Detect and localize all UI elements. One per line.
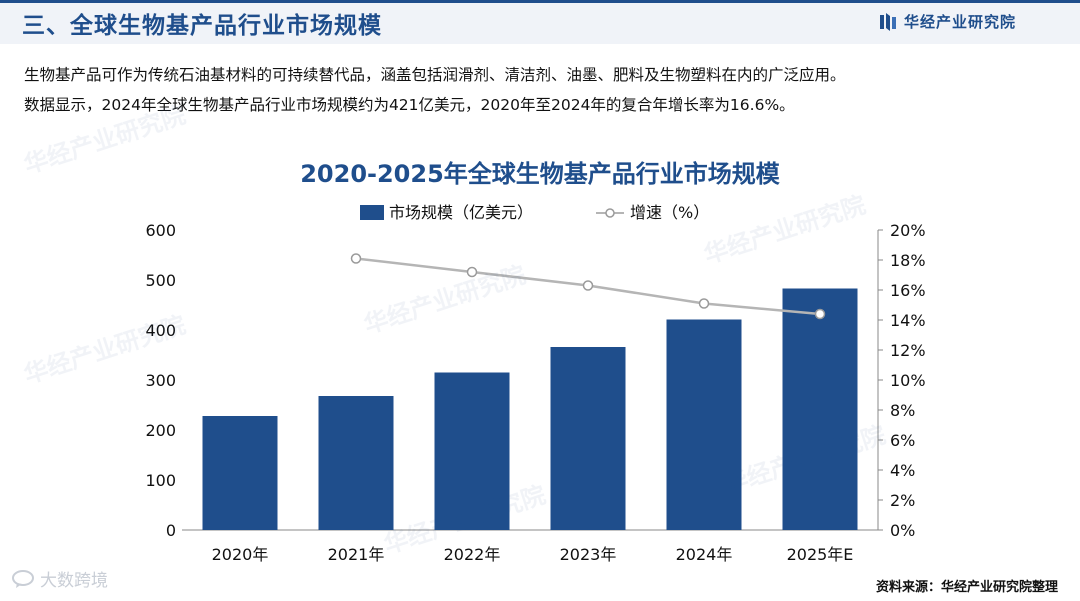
x-axis-tick-label: 2021年 [328,545,385,564]
page-title: 三、全球生物基产品行业市场规模 [22,13,382,39]
left-axis-tick-label: 0 [166,521,176,540]
x-axis-tick-label: 2023年 [560,545,617,564]
intro-paragraph: 生物基产品可作为传统石油基材料的可持续替代品，涵盖包括润滑剂、清洁剂、油墨、肥料… [24,60,1064,120]
chart-title: 2020-2025年全球生物基产品行业市场规模 [300,160,780,188]
bar-2020年 [202,416,278,530]
right-axis-tick-label: 8% [890,401,915,420]
right-axis-tick-label: 14% [890,311,926,330]
right-axis-tick-label: 10% [890,371,926,390]
left-axis-tick-label: 500 [145,271,176,290]
legend-bar-label: 市场规模（亿美元） [389,203,533,222]
logo-text: 华经产业研究院 [904,13,1017,31]
bar-2023年 [550,347,626,530]
right-axis-tick-label: 16% [890,281,926,300]
growth-rate-point-2025年E [814,308,826,320]
x-axis-tick-label: 2022年 [444,545,501,564]
bar-2022年 [434,372,510,530]
growth-rate-point-2023年 [582,280,594,291]
left-axis-tick-label: 600 [145,221,176,240]
right-axis-tick-label: 20% [890,221,926,240]
right-axis-tick-label: 6% [890,431,915,450]
bar-2025年E [782,288,858,530]
legend-bar-swatch [360,205,384,220]
left-axis-tick-label: 200 [145,421,176,440]
legend-line-marker [605,208,615,218]
intro-line-2: 数据显示，2024年全球生物基产品行业市场规模约为421亿美元，2020年至20… [24,96,795,114]
bar-2021年 [318,396,394,530]
right-axis-tick-label: 2% [890,491,915,510]
x-axis-tick-label: 2025年E [787,545,854,564]
x-axis-tick-label: 2020年 [212,545,269,564]
growth-rate-point-2021年 [350,253,362,264]
header-bar: 三、全球生物基产品行业市场规模 华经产业研究院 [0,0,1080,44]
right-axis-tick-label: 18% [890,251,926,270]
corner-watermark-text: 大数跨境 [40,571,108,591]
growth-rate-point-2024年 [698,298,710,309]
right-axis-tick-label: 12% [890,341,926,360]
legend-line-label: 增速（%） [630,203,709,222]
header-accent-line [0,0,1080,3]
left-axis-tick-label: 100 [145,471,176,490]
source-note: 资料来源：华经产业研究院整理 [875,580,1058,595]
intro-line-1: 生物基产品可作为传统石油基材料的可持续替代品，涵盖包括润滑剂、清洁剂、油墨、肥料… [24,66,846,84]
right-axis-tick-label: 4% [890,461,915,480]
chat-bubble-icon [12,569,34,588]
left-axis-tick-label: 300 [145,371,176,390]
right-axis-tick-label: 0% [890,521,915,540]
corner-watermark: 大数跨境 [12,566,108,591]
brand-logo: 华经产业研究院 [880,11,1016,32]
x-axis-tick-label: 2024年 [676,545,733,564]
bar-2024年 [666,319,742,530]
left-axis-tick-label: 400 [145,321,176,340]
growth-rate-point-2022年 [466,266,478,278]
logo-icon [880,12,896,31]
